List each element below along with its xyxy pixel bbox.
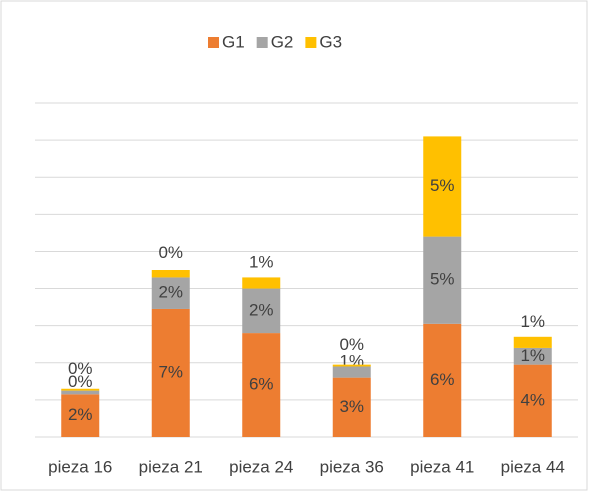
legend-label: G1 — [222, 32, 245, 51]
bar-segment — [423, 136, 462, 237]
bar-segment — [151, 277, 190, 309]
bar-segment — [242, 288, 281, 334]
legend-swatch — [305, 37, 317, 48]
data-label: 4% — [520, 390, 545, 409]
bar-segment — [242, 277, 281, 289]
bar-segment — [151, 270, 190, 278]
bar-segment — [332, 366, 371, 378]
legend-swatch — [208, 37, 219, 48]
bar-segment — [151, 308, 190, 437]
data-label: 0% — [339, 335, 364, 354]
data-label: 1% — [520, 312, 545, 331]
data-label: 7% — [158, 362, 183, 381]
data-label: 2% — [68, 405, 93, 424]
data-label: 0% — [68, 372, 93, 391]
bar-segment — [423, 323, 462, 437]
x-tick-label: pieza 21 — [139, 457, 203, 476]
bar-segment — [61, 388, 100, 391]
x-tick-label: pieza 16 — [48, 457, 112, 476]
x-tick-label: pieza 24 — [229, 457, 293, 476]
legend-label: G3 — [319, 32, 342, 51]
data-label: 5% — [430, 176, 455, 195]
data-label: 0% — [68, 359, 93, 378]
data-label: 6% — [249, 375, 274, 394]
bar-segment — [513, 336, 552, 348]
bar-segment — [423, 236, 462, 324]
bar-segment — [513, 364, 552, 437]
data-label: 1% — [339, 352, 364, 371]
data-label: 2% — [249, 300, 274, 319]
data-label: 0% — [158, 243, 183, 262]
x-tick-label: pieza 41 — [410, 457, 474, 476]
data-label: 1% — [249, 252, 274, 271]
bar-segment — [513, 347, 552, 365]
bar-segment — [61, 390, 100, 395]
bar-segment — [332, 377, 371, 437]
data-label: 6% — [430, 370, 455, 389]
bar-segment — [61, 394, 100, 437]
data-label: 5% — [430, 270, 455, 289]
legend-swatch — [256, 37, 268, 48]
data-label: 3% — [339, 397, 364, 416]
data-label: 2% — [158, 283, 183, 302]
x-tick-label: pieza 36 — [320, 457, 384, 476]
x-tick-label: pieza 44 — [501, 457, 565, 476]
bar-segment — [332, 364, 371, 367]
data-label: 1% — [520, 346, 545, 365]
legend-label: G2 — [271, 32, 294, 51]
bar-segment — [242, 333, 281, 437]
